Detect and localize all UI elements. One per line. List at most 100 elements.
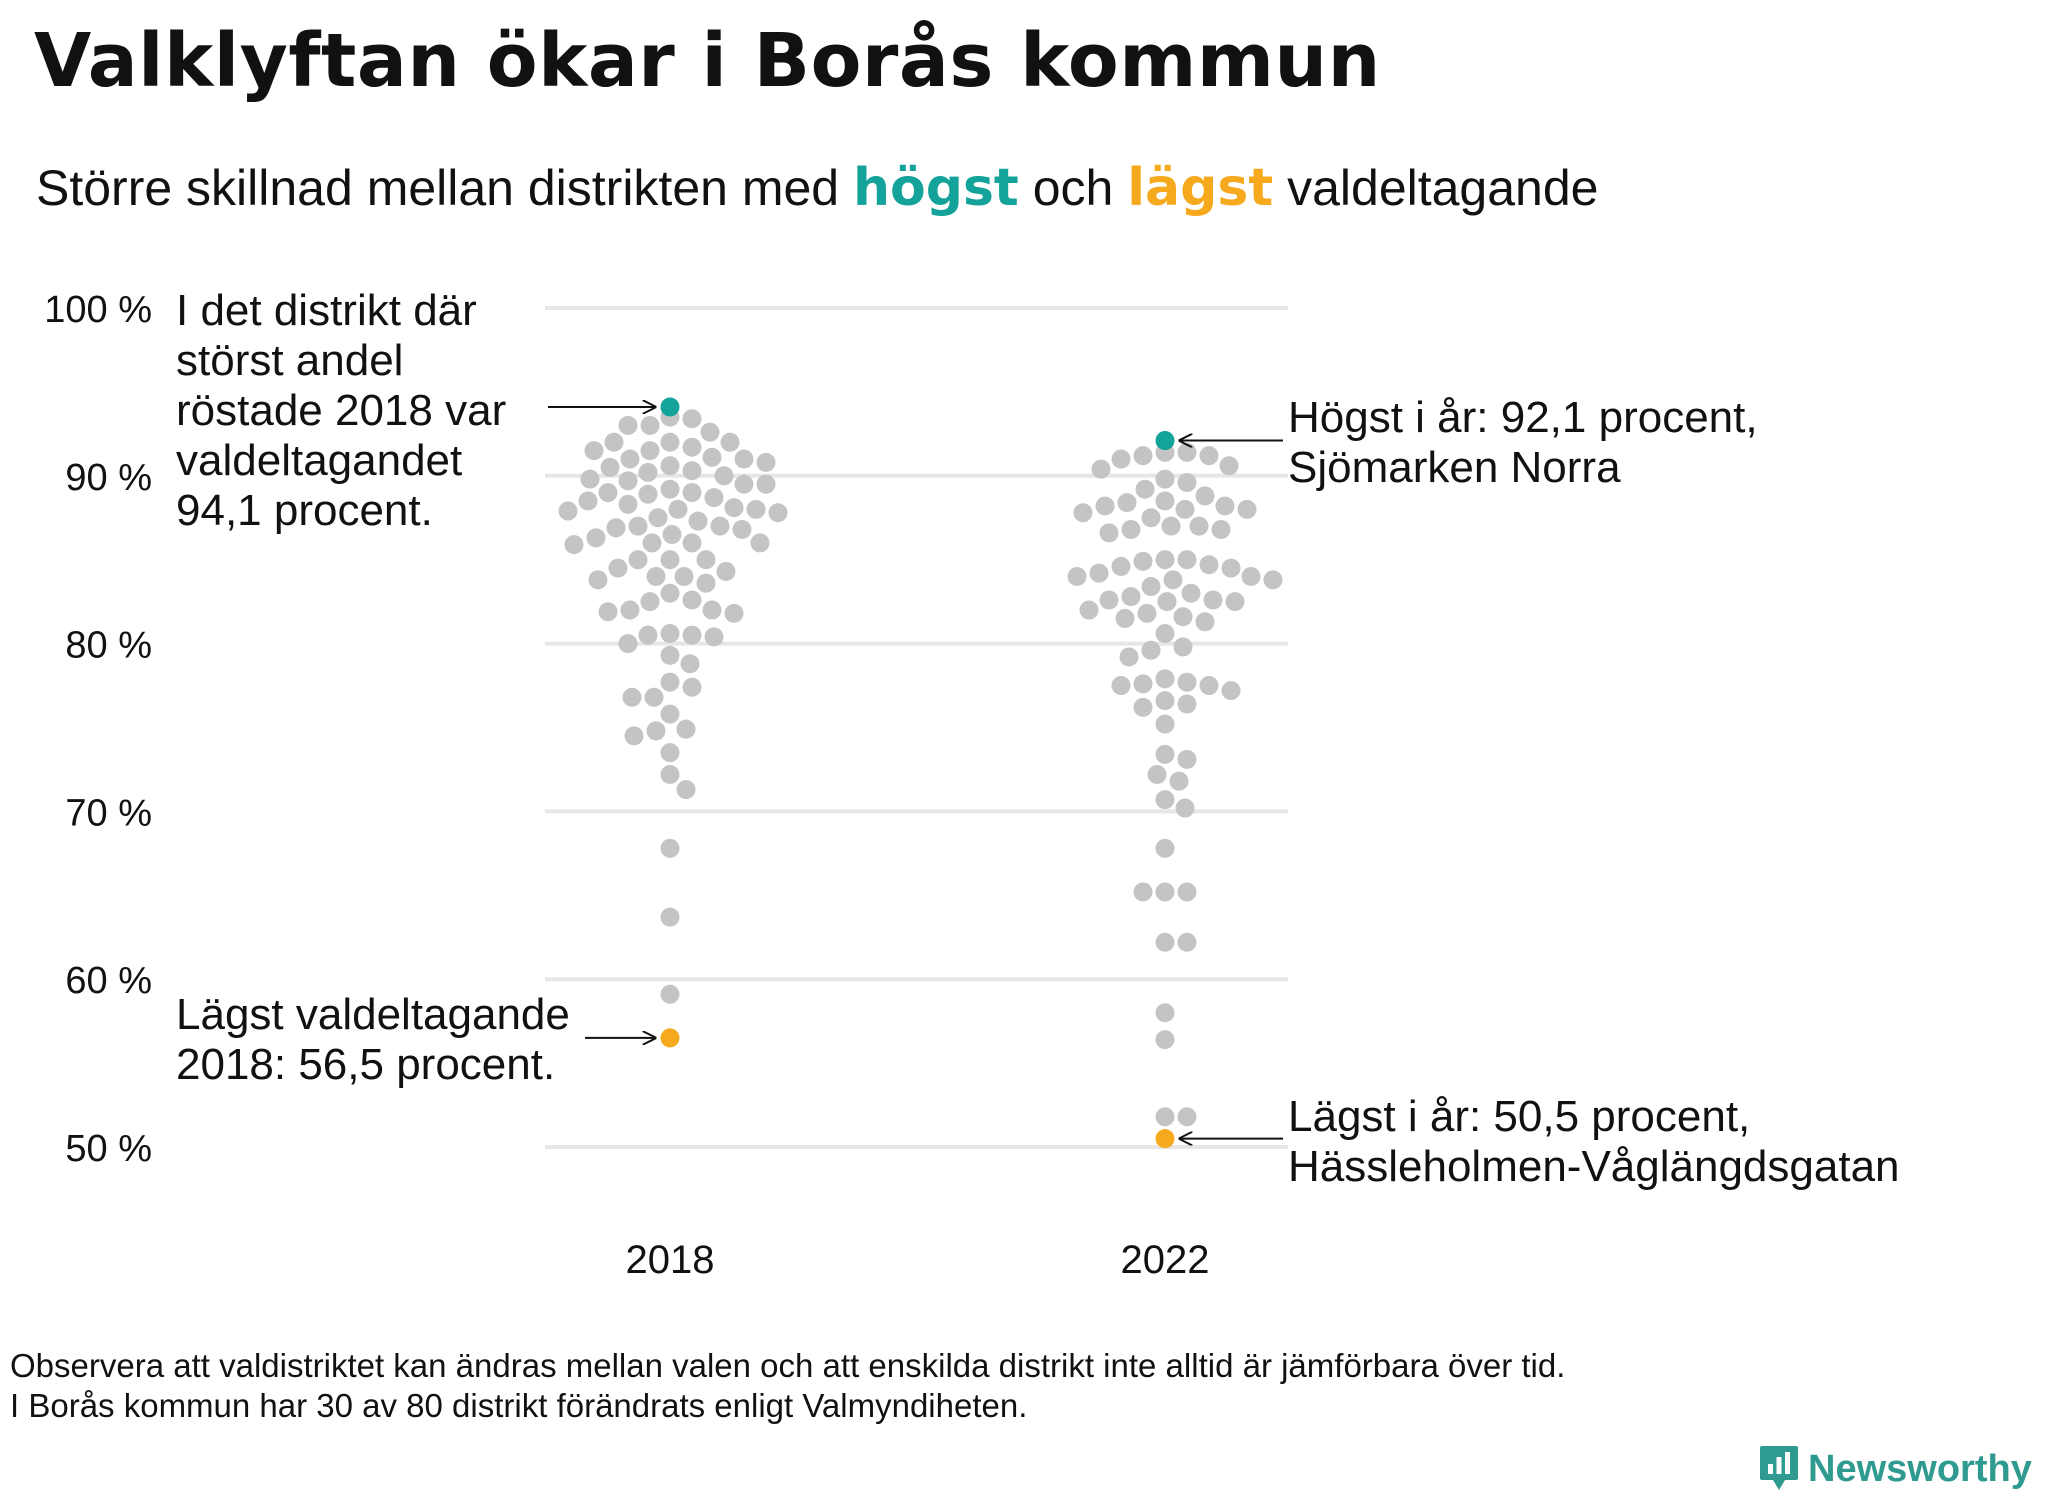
y-tick-label: 70 %: [65, 792, 152, 834]
district-dot: [756, 474, 776, 494]
district-dot: [716, 561, 736, 581]
district-dot: [1111, 449, 1131, 469]
district-dot: [720, 432, 740, 452]
district-dot: [696, 573, 716, 593]
district-dot: [606, 518, 626, 538]
lowest-district-dot: [660, 1028, 680, 1048]
annotation-highest-2018: I det distrikt där störst andel röstade …: [176, 286, 506, 536]
district-dot: [1215, 496, 1235, 516]
district-dot: [750, 533, 770, 553]
district-dot: [1155, 624, 1175, 644]
district-dot: [696, 550, 716, 570]
district-dot: [1177, 882, 1197, 902]
district-dot: [1121, 587, 1141, 607]
district-dot: [1169, 771, 1189, 791]
district-dot: [1133, 674, 1153, 694]
district-dot: [558, 501, 578, 521]
district-dot: [660, 984, 680, 1004]
district-dot: [620, 449, 640, 469]
district-dot: [1133, 882, 1153, 902]
x-tick-label: 2022: [1121, 1238, 1210, 1282]
annotation-line: Hässleholmen-Våglängdsgatan: [1288, 1142, 1900, 1191]
highest-district-dot: [660, 397, 680, 417]
district-dot: [646, 566, 666, 586]
district-dot: [640, 441, 660, 461]
district-dot: [1211, 519, 1231, 539]
district-dot: [646, 721, 666, 741]
newsworthy-logo-icon: [1760, 1446, 1798, 1490]
district-dot: [1225, 592, 1245, 612]
district-dot: [1155, 669, 1175, 689]
district-dot: [1177, 672, 1197, 692]
district-dot: [660, 456, 680, 476]
district-dot: [1099, 523, 1119, 543]
district-dot: [682, 533, 702, 553]
district-dot: [598, 483, 618, 503]
district-dot: [608, 558, 628, 578]
district-dot: [1177, 749, 1197, 769]
district-dot: [1175, 798, 1195, 818]
district-dot: [756, 452, 776, 472]
district-dot: [1175, 499, 1195, 519]
district-dot: [1203, 590, 1223, 610]
district-dot: [618, 634, 638, 654]
footnote: Observera att valdistriktet kan ändras m…: [10, 1346, 1565, 1426]
district-dot: [714, 466, 734, 486]
district-dot: [640, 415, 660, 435]
annotation-line: Lägst valdeltagande: [176, 990, 570, 1039]
district-dot: [1067, 566, 1087, 586]
district-dot: [1155, 744, 1175, 764]
district-dot: [638, 462, 658, 482]
district-dot: [1155, 838, 1175, 858]
district-dot: [1237, 499, 1257, 519]
annotation-line: störst andel: [176, 336, 404, 385]
district-dot: [644, 687, 664, 707]
district-dot: [564, 535, 584, 555]
district-dot: [724, 603, 744, 623]
brand: Newsworthy: [1758, 1444, 2032, 1494]
chart-subtitle: Större skillnad mellan distrikten med hö…: [36, 158, 1598, 218]
district-dot: [676, 719, 696, 739]
district-dot: [1079, 600, 1099, 620]
brand-label: Newsworthy: [1808, 1447, 2032, 1490]
subtitle-middle: och: [1032, 160, 1114, 216]
subtitle-part2: valdeltagande: [1287, 160, 1599, 216]
district-dot: [660, 550, 680, 570]
district-dot: [578, 491, 598, 511]
district-dot: [588, 570, 608, 590]
district-dot: [1155, 1107, 1175, 1127]
district-dot: [674, 566, 694, 586]
annotation-line: 94,1 procent.: [176, 486, 433, 535]
district-dot: [1177, 473, 1197, 493]
district-dot: [618, 494, 638, 514]
lowest-district-dot: [1155, 1129, 1175, 1149]
annotation-line: 2018: 56,5 procent.: [176, 1040, 556, 1089]
district-dot: [1177, 694, 1197, 714]
district-dot: [1219, 456, 1239, 476]
district-dot: [1135, 479, 1155, 499]
district-dot: [680, 654, 700, 674]
annotation-line: Lägst i år: 50,5 procent,: [1288, 1092, 1751, 1141]
district-dot: [618, 415, 638, 435]
district-dot: [624, 726, 644, 746]
district-dot: [1147, 764, 1167, 784]
annotation-line: valdeltagandet: [176, 436, 463, 485]
district-dot: [700, 422, 720, 442]
district-dot: [702, 447, 722, 467]
y-tick-label: 80 %: [65, 625, 152, 667]
district-dot: [1177, 1107, 1197, 1127]
district-dot: [622, 687, 642, 707]
district-dot: [1141, 640, 1161, 660]
district-dot: [724, 498, 744, 518]
district-dot: [1155, 691, 1175, 711]
district-dot: [682, 461, 702, 481]
district-dot: [682, 625, 702, 645]
annotation-lowest-2022: Lägst i år: 50,5 procent, Hässleholmen-V…: [1288, 1092, 1900, 1192]
district-dot: [628, 550, 648, 570]
district-dot: [660, 432, 680, 452]
district-dot: [1241, 566, 1261, 586]
district-dot: [768, 503, 788, 523]
district-dot: [642, 533, 662, 553]
district-dot: [1121, 519, 1141, 539]
district-dot: [618, 471, 638, 491]
